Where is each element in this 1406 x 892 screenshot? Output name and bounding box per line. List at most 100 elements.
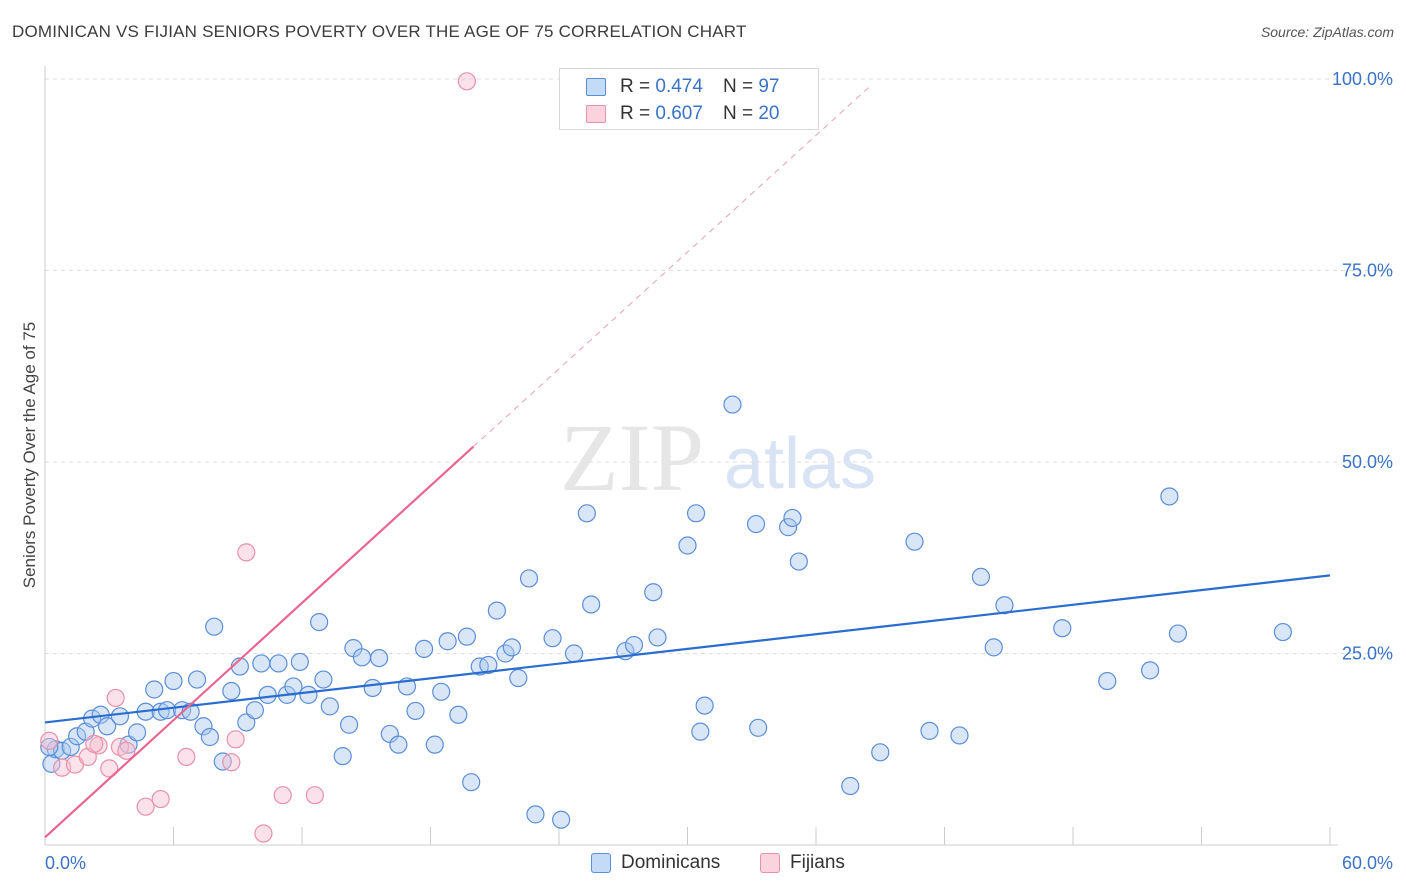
dominican-trend-line	[44, 574, 1331, 724]
tick-labels: 25.0% 50.0% 75.0% 100.0% 0.0% 60.0%	[45, 69, 1393, 873]
dominican-point	[1168, 624, 1188, 643]
dominican-point	[363, 678, 382, 698]
dominican-point	[110, 707, 130, 726]
dominican-point	[299, 685, 318, 704]
dominican-point	[449, 705, 468, 724]
data-points	[40, 72, 1292, 843]
dominican-point	[678, 536, 697, 555]
fijian-point	[177, 747, 196, 767]
dominican-point	[406, 701, 425, 721]
fijian-point	[222, 753, 241, 772]
legend-n-label: N =	[722, 103, 754, 124]
dominican-point	[1053, 619, 1072, 638]
dominican-point	[624, 635, 644, 655]
dominican-point	[432, 682, 451, 701]
dominican-point	[425, 735, 444, 754]
dominican-point	[509, 668, 528, 688]
dominican-point	[151, 702, 170, 721]
trend-lines	[44, 86, 1331, 839]
legend-r-label: R =	[620, 103, 651, 124]
dominican-point	[905, 532, 924, 551]
gridlines	[45, 78, 1392, 654]
fijian-point	[151, 789, 170, 809]
dominican-point	[644, 583, 663, 602]
dominican-point	[290, 652, 309, 672]
dominican-point	[252, 654, 271, 673]
dominican-point	[457, 627, 477, 646]
legend-row-fijians: R = 0.607 N = 20	[586, 102, 779, 126]
dominican-point	[695, 696, 714, 715]
dominican-point	[245, 701, 264, 720]
dominican-point	[526, 805, 545, 824]
dominican-point	[222, 681, 241, 701]
dominican-point	[971, 567, 991, 587]
dominican-point	[552, 810, 571, 829]
fijian-trend-line	[44, 445, 475, 839]
dominican-point	[691, 722, 710, 741]
watermark: ZIP atlas	[560, 404, 876, 511]
dominican-point	[389, 735, 408, 754]
source-label: Source: ZipAtlas.com	[1260, 24, 1394, 40]
x-tick-label: 0.0%	[45, 853, 86, 873]
dominican-point	[68, 727, 87, 746]
bottom-legend-fijians: Fijians	[760, 852, 845, 874]
dominican-point	[269, 654, 288, 673]
dominican-point	[995, 596, 1014, 615]
legend-r-value-fijians: 0.607	[655, 103, 703, 124]
bottom-legend-swatch-fijians	[760, 853, 780, 873]
watermark-atlas: atlas	[724, 424, 876, 504]
dominican-point	[200, 727, 220, 747]
dominican-point	[61, 737, 80, 757]
fijian-point	[117, 741, 136, 760]
dominican-point	[127, 723, 147, 742]
dominican-point	[920, 721, 939, 740]
fijian-point	[106, 688, 125, 708]
dominican-point	[779, 518, 798, 537]
dominican-point	[783, 508, 802, 528]
dominican-point	[749, 718, 768, 737]
dominican-point	[370, 648, 389, 668]
x-tick-label: 60.0%	[1342, 853, 1393, 873]
fijian-point	[226, 730, 245, 749]
bottom-legend-label-fijians: Fijians	[790, 852, 845, 873]
dominican-point	[1160, 487, 1179, 506]
fijian-point	[85, 734, 104, 753]
legend-r-value-dominicans: 0.474	[655, 76, 703, 97]
y-tick-label: 100.0%	[1332, 69, 1393, 89]
fijian-point	[305, 786, 324, 805]
fijian-point	[273, 786, 292, 805]
dominican-point	[648, 628, 667, 647]
fijian-point	[254, 824, 273, 843]
dominican-point	[487, 601, 506, 620]
dominican-point	[871, 743, 890, 762]
dominican-point	[543, 629, 562, 648]
dominican-point	[950, 726, 969, 745]
y-tick-label: 50.0%	[1342, 452, 1393, 472]
fijian-point	[100, 759, 119, 778]
bottom-legend-dominicans: Dominicans	[591, 852, 720, 874]
fijian-point	[136, 797, 155, 816]
dominican-point	[841, 776, 860, 796]
dominican-point	[1098, 671, 1117, 691]
dominican-point	[582, 595, 601, 614]
fijian-point	[237, 543, 256, 562]
fijian-point	[457, 72, 477, 91]
dominican-point	[352, 648, 372, 667]
dominican-point	[723, 395, 742, 414]
legend-row-dominicans: R = 0.474 N = 97	[586, 75, 779, 99]
axes	[44, 66, 1338, 846]
dominican-point	[438, 632, 457, 651]
dominican-point	[314, 670, 333, 689]
dominican-point	[414, 639, 434, 659]
dominican-point	[187, 670, 207, 689]
dominican-point	[1273, 622, 1292, 642]
dominican-point	[502, 638, 521, 657]
dominican-point	[479, 655, 498, 675]
dominican-point	[686, 504, 706, 523]
dominican-point	[340, 715, 359, 734]
dominican-point	[164, 671, 183, 691]
bottom-legend-label-dominicans: Dominicans	[621, 852, 721, 873]
dominican-point	[320, 697, 339, 716]
y-tick-label: 25.0%	[1342, 644, 1393, 664]
